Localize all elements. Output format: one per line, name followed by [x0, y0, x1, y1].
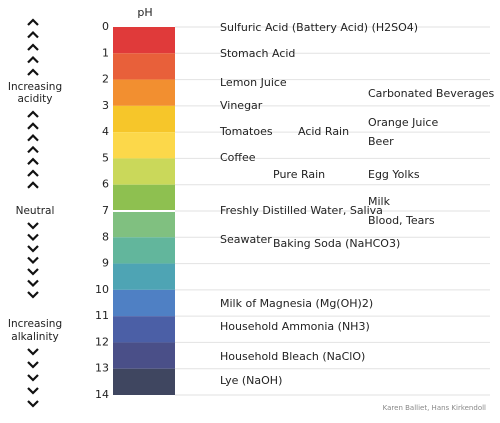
- chevron-up: [27, 43, 39, 51]
- substance: Baking Soda (NaHCO3): [273, 237, 400, 250]
- chevron-down: [27, 256, 39, 265]
- substance: Household Bleach (NaClO): [220, 350, 365, 363]
- substance: Blood, Tears: [368, 214, 435, 227]
- substance: Egg Yolks: [368, 168, 420, 181]
- level-lines: [175, 26, 490, 396]
- level-label: 4: [102, 125, 109, 138]
- level-label: 2: [102, 73, 109, 86]
- side-label: alkalinity: [11, 331, 58, 343]
- chevron-up: [27, 110, 39, 118]
- substance: Tomatoes: [219, 125, 273, 138]
- direction-arrows: [27, 18, 39, 408]
- ph-band: [113, 316, 175, 343]
- substance: Vinegar: [220, 99, 263, 112]
- substance: Milk: [368, 195, 391, 208]
- ph-band: [113, 158, 175, 185]
- substance: Orange Juice: [368, 116, 438, 129]
- substance: Acid Rain: [298, 125, 349, 138]
- level-label: 0: [102, 20, 109, 33]
- ph-band: [113, 105, 175, 133]
- level-label: 7: [102, 204, 109, 217]
- credit: Karen Balliet, Hans Kirkendoll: [383, 404, 486, 412]
- substance: Lye (NaOH): [220, 374, 282, 387]
- chevron-down: [27, 268, 39, 276]
- scale-title: pH: [137, 6, 152, 19]
- ph-band: [113, 263, 175, 290]
- ph-band: [113, 368, 175, 395]
- level-label: 8: [102, 230, 109, 243]
- ph-band: [113, 237, 175, 264]
- ph-band: [113, 132, 175, 159]
- side-label: Increasing: [8, 81, 62, 93]
- level-label: 9: [102, 257, 109, 270]
- level-label: 3: [102, 99, 109, 112]
- chevron-down: [27, 245, 39, 253]
- substance: Stomach Acid: [220, 47, 295, 60]
- level-label: 12: [95, 335, 109, 348]
- substance: Sulfuric Acid (Battery Acid) (H2SO4): [220, 21, 418, 34]
- chevron-up: [27, 55, 39, 64]
- level-label: 11: [95, 309, 109, 322]
- ph-band: [113, 211, 175, 238]
- ph-band: [113, 184, 175, 211]
- color-bar: [113, 27, 175, 395]
- chevron-up: [27, 134, 39, 142]
- chevron-up: [27, 145, 39, 154]
- level-label: 13: [95, 362, 109, 375]
- substance: Household Ammonia (NH3): [220, 320, 370, 333]
- level-label: 5: [102, 151, 109, 164]
- substance: Pure Rain: [273, 168, 325, 181]
- chevron-down: [27, 222, 39, 230]
- chevron-down: [27, 291, 39, 299]
- chevron-up: [27, 18, 39, 26]
- ph-band: [113, 53, 175, 80]
- substance: Beer: [368, 135, 394, 148]
- substance: Carbonated Beverages: [368, 87, 495, 100]
- chevron-down: [27, 374, 39, 382]
- ph-band: [113, 27, 175, 54]
- chevron-down: [27, 400, 39, 408]
- substance: Milk of Magnesia (Mg(OH)2): [220, 297, 373, 310]
- side-label: Neutral: [16, 205, 55, 217]
- substance: Seawater: [220, 233, 272, 246]
- chevron-up: [27, 169, 39, 177]
- chevron-down: [27, 233, 39, 242]
- chevron-down: [27, 361, 39, 369]
- ph-band: [113, 289, 175, 317]
- level-label: 10: [95, 283, 109, 296]
- level-label: 14: [95, 388, 109, 401]
- chevron-up: [27, 157, 39, 165]
- substance: Lemon Juice: [220, 76, 287, 89]
- level-label: 1: [102, 46, 109, 59]
- level-label: 6: [102, 178, 109, 191]
- substance: Coffee: [220, 151, 256, 164]
- substance: Freshly Distilled Water, Saliva: [220, 204, 383, 217]
- side-label: Increasing: [8, 318, 62, 330]
- chevron-up: [27, 181, 39, 189]
- chevron-up: [27, 30, 39, 39]
- ph-band: [113, 342, 175, 369]
- chevron-down: [27, 279, 39, 288]
- chevron-down: [27, 348, 39, 356]
- ph-band: [113, 79, 175, 106]
- chevron-down: [27, 387, 39, 395]
- chevron-up: [27, 68, 39, 76]
- chevron-up: [27, 122, 39, 130]
- side-label: acidity: [17, 93, 52, 105]
